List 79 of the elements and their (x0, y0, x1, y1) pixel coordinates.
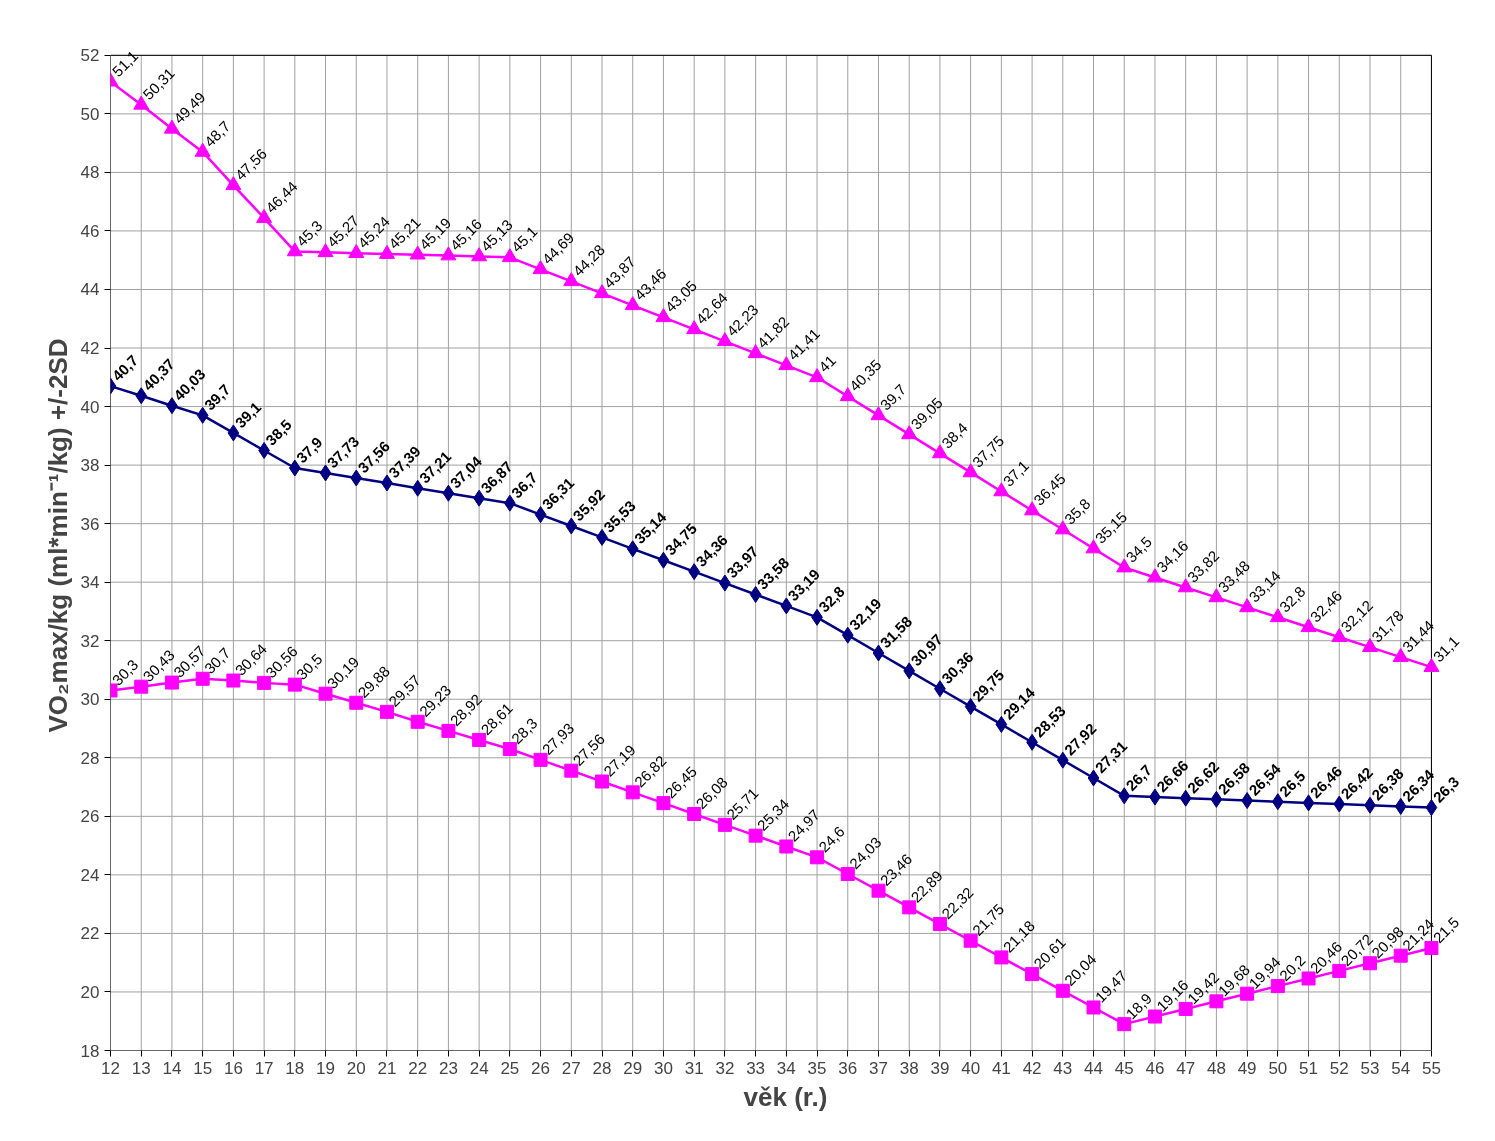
x-tick-label: 42 (1022, 1058, 1042, 1078)
x-tick-label: 13 (131, 1058, 151, 1078)
x-tick-label: 54 (1391, 1058, 1411, 1078)
y-tick-label: 40 (80, 397, 100, 417)
x-tick-label: 34 (776, 1058, 796, 1078)
x-tick-label: 30 (654, 1058, 673, 1078)
data-label: 45,3 (292, 216, 326, 250)
x-tick-label: 41 (991, 1058, 1011, 1078)
y-tick-label: 42 (80, 339, 100, 359)
x-tick-label: 24 (469, 1058, 489, 1078)
y-tick-label: 48 (80, 163, 100, 183)
x-tick-label: 28 (592, 1058, 612, 1078)
data-label: 38,4 (938, 418, 971, 452)
x-tick-label: 48 (1206, 1058, 1226, 1078)
x-tick-label: 47 (1176, 1058, 1196, 1078)
x-tick-label: 32 (715, 1058, 735, 1078)
x-tick-label: 44 (1084, 1058, 1103, 1078)
x-tick-label: 22 (408, 1058, 428, 1078)
x-tick-label: 17 (254, 1058, 274, 1078)
y-tick-label: 20 (80, 982, 100, 1002)
x-tick-label: 19 (316, 1058, 335, 1078)
y-tick-label: 32 (80, 631, 100, 651)
x-tick-label: 18 (285, 1058, 305, 1078)
x-tick-label: 27 (561, 1058, 581, 1078)
data-label: 18,9 (1122, 989, 1156, 1023)
x-tick-label: 46 (1145, 1058, 1165, 1078)
x-tick-label: 16 (223, 1058, 243, 1078)
x-tick-label: 50 (1268, 1058, 1288, 1078)
y-tick-label: 50 (80, 104, 100, 124)
y-tick-label: 44 (80, 280, 100, 300)
y-tick-label: 34 (80, 573, 100, 593)
y-tick-label: 18 (80, 1041, 100, 1061)
x-tick-label: 43 (1053, 1058, 1073, 1078)
y-tick-label: 30 (80, 690, 100, 710)
x-tick-label: 21 (377, 1058, 397, 1078)
x-tick-label: 29 (623, 1058, 643, 1078)
x-tick-label: 33 (746, 1058, 766, 1078)
data-label: 51,1 (108, 47, 142, 80)
y-tick-label: 26 (80, 807, 100, 827)
x-tick-label: 14 (162, 1058, 182, 1078)
x-tick-label: 53 (1360, 1058, 1380, 1078)
x-tick-label: 37 (869, 1058, 888, 1078)
y-tick-label: 46 (80, 221, 100, 241)
y-tick-label: 52 (80, 46, 100, 66)
y-tick-label: 36 (80, 514, 100, 534)
x-tick-label: 35 (807, 1058, 827, 1078)
x-tick-label: 12 (101, 1058, 120, 1078)
y-tick-label: 38 (80, 456, 100, 476)
point (226, 673, 241, 688)
x-tick-label: 51 (1299, 1058, 1319, 1078)
point (1117, 1017, 1132, 1032)
x-tick-label: 26 (531, 1058, 551, 1078)
x-tick-label: 40 (961, 1058, 981, 1078)
y-axis-title: VO₂max/kg (ml*min⁻¹/kg) +/-2SD (42, 338, 73, 733)
x-tick-label: 49 (1237, 1058, 1257, 1078)
data-label: 32,8 (1275, 582, 1309, 616)
data-label: 37,1 (999, 456, 1033, 490)
data-label: 41 (815, 351, 839, 376)
x-tick-label: 55 (1421, 1058, 1441, 1078)
x-tick-label: 25 (500, 1058, 520, 1078)
x-tick-label: 23 (438, 1058, 458, 1078)
data-label: 37,9 (292, 433, 326, 467)
x-tick-label: 15 (193, 1058, 213, 1078)
data-label: 35,8 (1060, 494, 1094, 528)
x-tick-label: 39 (930, 1058, 950, 1078)
x-tick-label: 31 (684, 1058, 704, 1078)
x-tick-label: 52 (1329, 1058, 1349, 1078)
data-label: 31,1 (1429, 632, 1463, 666)
y-tick-label: 28 (80, 748, 100, 768)
x-tick-label: 20 (346, 1058, 366, 1078)
y-tick-label: 22 (80, 924, 100, 944)
point (318, 686, 333, 701)
data-label: 39,1 (231, 398, 265, 432)
y-tick-label: 24 (80, 865, 100, 885)
data-label: 30,3 (108, 655, 142, 689)
x-tick-label: 36 (838, 1058, 858, 1078)
x-axis-title: věk (r.) (743, 1081, 828, 1112)
x-tick-label: 38 (899, 1058, 919, 1078)
x-tick-label: 45 (1114, 1058, 1134, 1078)
